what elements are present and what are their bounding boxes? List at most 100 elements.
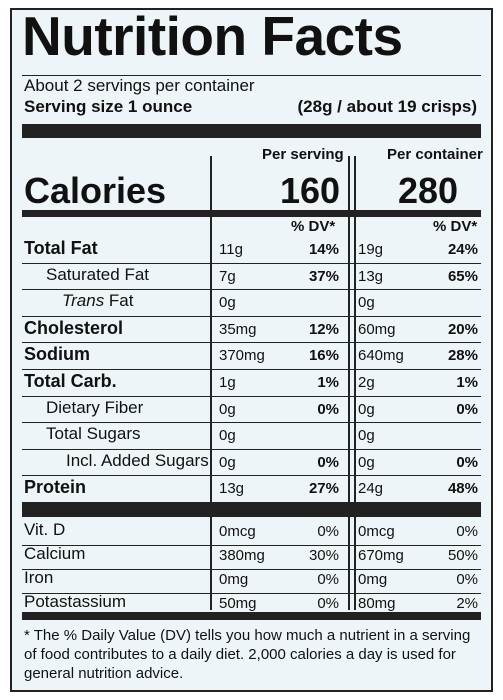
vitamin-s-amt: 0mcg xyxy=(219,523,256,540)
nutrient-label: Trans Fat xyxy=(62,291,134,311)
vitamin-s-amt: 380mg xyxy=(219,547,265,564)
daily-value-footnote: * The % Daily Value (DV) tells you how m… xyxy=(24,627,471,682)
nutrient-s-amt: 13g xyxy=(219,480,245,498)
vitamin-s-dv: 0% xyxy=(317,595,339,612)
nutrient-c-dv: 65% xyxy=(447,267,478,285)
dv-header-container: % DV* xyxy=(433,218,478,235)
servings-per-container: About 2 servings per container xyxy=(24,76,255,95)
nutrient-c-dv: 24% xyxy=(447,241,478,258)
row-divider xyxy=(22,568,481,570)
column-divider-serving xyxy=(348,156,350,610)
vitamin-s-dv: 0% xyxy=(317,523,339,540)
vitamins-divider xyxy=(22,503,481,517)
vitamin-label: Calcium xyxy=(24,544,86,563)
vitamin-c-amt: 670mg xyxy=(358,547,404,564)
vitamin-c-dv: 0% xyxy=(456,571,478,588)
nutrient-c-amt: 0g xyxy=(358,294,375,312)
vitamin-s-dv: 30% xyxy=(308,547,339,564)
nutrient-s-amt: 0g xyxy=(219,427,236,445)
serving-size-label: Serving size 1 ounce xyxy=(24,97,193,116)
nutrient-label: Total Sugars xyxy=(46,424,141,444)
vitamin-c-dv: 2% xyxy=(456,595,478,612)
row-divider xyxy=(22,592,481,594)
column-divider-label xyxy=(210,156,212,610)
dv-header-serving: % DV* xyxy=(291,218,336,235)
label-title: Nutrition Facts xyxy=(22,5,403,67)
column-divider-container xyxy=(354,156,356,610)
nutrient-c-amt: 24g xyxy=(358,480,384,498)
nutrient-s-dv: 0% xyxy=(317,400,339,418)
nutrient-label: Dietary Fiber xyxy=(46,397,144,417)
per-serving-header: Per serving xyxy=(262,146,344,163)
nutrient-label: Protein xyxy=(24,477,87,498)
nutrient-c-dv: 28% xyxy=(447,347,478,365)
nutrient-s-amt: 7g xyxy=(219,267,236,285)
row-divider xyxy=(22,369,481,370)
vitamin-s-amt: 50mg xyxy=(219,595,257,612)
nutrient-c-dv: 20% xyxy=(447,320,478,338)
vitamin-c-dv: 50% xyxy=(447,547,478,564)
nutrient-c-amt: 2g xyxy=(358,374,375,391)
nutrient-c-amt: 19g xyxy=(358,241,384,258)
row-divider xyxy=(22,544,481,546)
row-divider xyxy=(22,315,481,317)
nutrient-c-amt: 60mg xyxy=(358,320,396,338)
title-divider xyxy=(22,75,481,76)
per-container-header: Per container xyxy=(387,146,483,163)
vitamin-c-amt: 0mcg xyxy=(358,523,395,540)
vitamin-label: Iron xyxy=(24,568,54,587)
nutrient-s-dv: 27% xyxy=(308,480,339,498)
nutrient-label: Saturated Fat xyxy=(46,264,150,284)
nutrient-label: Total Fat xyxy=(24,238,98,258)
nutrient-s-amt: 11g xyxy=(219,241,243,258)
row-divider xyxy=(22,422,481,424)
nutrient-label: Cholesterol xyxy=(24,317,124,338)
thick-divider-bottom xyxy=(22,612,481,620)
calories-per-container: 280 xyxy=(398,170,459,211)
nutrient-s-amt: 35mg xyxy=(219,320,257,338)
thick-divider-top xyxy=(22,124,481,138)
nutrient-c-amt: 0g xyxy=(358,400,375,418)
nutrient-s-dv: 1% xyxy=(317,374,339,391)
serving-size-value: (28g / about 19 crisps) xyxy=(297,97,478,116)
nutrient-s-dv: 12% xyxy=(308,320,339,338)
vitamin-c-amt: 80mg xyxy=(358,595,396,612)
vitamin-s-amt: 0mg xyxy=(219,571,249,588)
nutrient-s-amt: 1g xyxy=(219,374,236,391)
nutrient-c-dv: 0% xyxy=(456,453,478,471)
nutrient-c-dv: 1% xyxy=(456,374,478,391)
row-divider xyxy=(22,502,481,503)
nutrient-s-amt: 0g xyxy=(219,294,236,312)
calories-per-serving: 160 xyxy=(280,170,341,211)
nutrient-label: Sodium xyxy=(24,344,90,365)
row-divider xyxy=(22,395,481,397)
row-divider xyxy=(22,342,481,344)
nutrient-c-amt: 0g xyxy=(358,427,375,445)
nutrient-c-dv: 0% xyxy=(456,400,478,418)
nutrient-s-amt: 0g xyxy=(219,453,236,471)
nutrient-s-dv: 14% xyxy=(308,241,339,258)
calories-label: Calories xyxy=(24,170,167,211)
nutrient-label: Incl. Added Sugars xyxy=(66,450,209,470)
calories-divider xyxy=(22,210,481,217)
nutrient-c-dv: 48% xyxy=(447,480,478,498)
nutrient-c-amt: 640mg xyxy=(358,347,404,365)
row-divider xyxy=(22,262,481,264)
row-divider xyxy=(22,289,481,291)
vitamin-s-dv: 0% xyxy=(317,571,339,588)
vitamin-label: Vit. D xyxy=(24,520,66,539)
nutrient-s-amt: 0g xyxy=(219,400,236,418)
nutrient-s-dv: 0% xyxy=(317,453,339,471)
nutrient-s-dv: 16% xyxy=(308,347,339,365)
nutrient-c-amt: 13g xyxy=(358,267,384,285)
nutrient-c-amt: 0g xyxy=(358,453,375,471)
row-divider xyxy=(22,448,481,450)
nutrient-s-amt: 370mg xyxy=(219,347,265,365)
vitamin-label: Potastassium xyxy=(24,592,127,611)
nutrient-s-dv: 37% xyxy=(308,267,339,285)
row-divider xyxy=(22,475,481,477)
nutrition-facts-label: Nutrition Facts About 2 servings per con… xyxy=(10,5,493,692)
vitamin-c-amt: 0mg xyxy=(358,571,388,588)
nutrient-label: Total Carb. xyxy=(24,371,117,391)
vitamin-c-dv: 0% xyxy=(456,523,478,540)
